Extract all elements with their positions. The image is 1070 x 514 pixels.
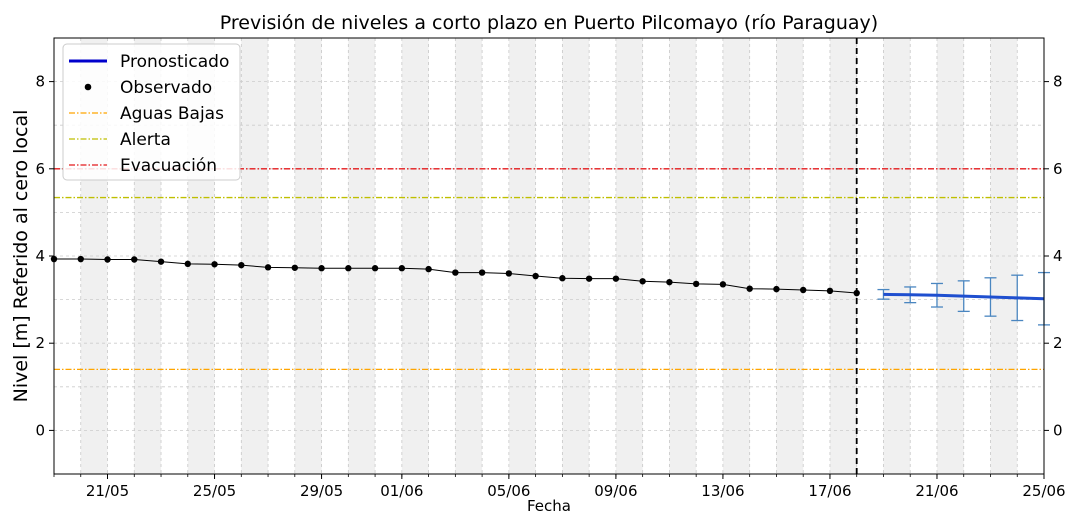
legend-label-observed: Observado <box>120 78 212 98</box>
observed-point <box>398 265 406 272</box>
observed-point <box>612 275 620 282</box>
legend-label-alert: Alerta <box>120 130 171 150</box>
observed-point <box>131 256 138 263</box>
legend-label-low-water: Aguas Bajas <box>120 104 224 124</box>
observed-point <box>666 278 673 286</box>
y-tick-label-right: 0 <box>1053 421 1063 439</box>
observed-point <box>104 256 111 263</box>
y-axis-label: Nivel [m] Referido al cero local <box>10 110 32 403</box>
x-tick-label: 05/06 <box>487 482 530 500</box>
x-tick-label: 21/06 <box>915 482 958 500</box>
y-tick-label-left: 2 <box>35 334 45 352</box>
y-tick-label-right: 4 <box>1053 247 1063 265</box>
x-tick-label: 09/06 <box>594 482 637 500</box>
observed-point <box>773 285 780 293</box>
y-tick-label-left: 8 <box>35 73 45 91</box>
legend-box <box>62 43 241 181</box>
axis-ticks: 21/05 25/05 29/05 01/06 05/06 09/06 13/06 17/06… <box>35 73 1065 500</box>
observed-point <box>719 281 727 288</box>
observed-point <box>371 265 379 272</box>
observed-point <box>478 269 486 276</box>
observed-point <box>318 265 325 272</box>
x-tick-label: 01/06 <box>380 482 423 500</box>
observed-point <box>505 270 513 277</box>
x-tick-label: 17/06 <box>808 482 851 500</box>
series-layer <box>50 255 1050 326</box>
observed-point <box>345 265 352 272</box>
y-tick-label-left: 0 <box>35 421 45 439</box>
legend-label-evacuation: Evacuación <box>120 156 217 176</box>
observed-point <box>559 275 566 282</box>
y-tick-label-right: 8 <box>1053 73 1063 91</box>
observed-point <box>639 278 646 285</box>
observed-point <box>157 258 165 265</box>
observed-point <box>291 264 299 271</box>
observed-point <box>264 264 272 271</box>
observed-point <box>452 269 459 276</box>
observed-point <box>184 260 191 268</box>
legend-swatch-observed <box>84 83 92 91</box>
x-axis-label: Fecha <box>527 497 571 514</box>
x-tick-label: 25/05 <box>193 482 236 500</box>
observed-point <box>585 275 593 282</box>
observed-point <box>799 286 807 294</box>
x-tick-label: 29/05 <box>300 482 343 500</box>
y-tick-label-right: 2 <box>1053 334 1063 352</box>
observed-point <box>853 289 860 297</box>
forecast-line <box>883 292 1045 301</box>
legend-label-forecast: Pronosticado <box>120 52 229 72</box>
x-tick-label: 25/06 <box>1022 482 1065 500</box>
y-tick-label-right: 6 <box>1053 160 1063 178</box>
observed-point <box>77 255 84 263</box>
observed-point <box>532 272 539 280</box>
y-tick-label-left: 6 <box>35 160 45 178</box>
chart-title: Previsión de niveles a corto plazo en Pu… <box>220 12 878 34</box>
observed-point <box>238 261 245 269</box>
legend: Pronosticado Observado Aguas Bajas Alert… <box>62 43 241 181</box>
observed-point <box>692 280 700 288</box>
y-tick-label-left: 4 <box>35 247 45 265</box>
x-tick-label: 21/05 <box>86 482 129 500</box>
observed-point <box>826 287 834 295</box>
observed-point <box>425 265 432 273</box>
x-tick-label: 13/06 <box>701 482 744 500</box>
observed-point <box>211 261 218 268</box>
observed-point <box>746 285 753 292</box>
